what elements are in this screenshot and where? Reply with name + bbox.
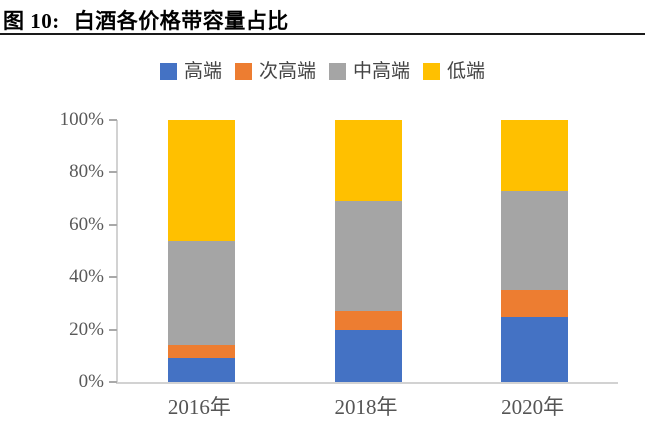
bar-segment bbox=[167, 120, 235, 241]
y-axis-label: 60% bbox=[69, 213, 104, 235]
bar-segment bbox=[334, 311, 402, 330]
legend-item: 低端 bbox=[423, 62, 485, 81]
legend-swatch bbox=[329, 63, 346, 80]
figure-title: 图 10: 白酒各价格带容量占比 bbox=[3, 5, 289, 35]
bar-segment bbox=[501, 190, 569, 291]
y-axis-tick bbox=[109, 171, 117, 174]
figure-title-text: 白酒各价格带容量占比 bbox=[73, 9, 289, 33]
legend-swatch bbox=[159, 63, 177, 80]
x-axis-label: 2018年 bbox=[334, 395, 398, 419]
bar-segment bbox=[167, 358, 235, 382]
y-axis-tick bbox=[109, 328, 117, 331]
legend-swatch bbox=[234, 63, 252, 80]
plot-area bbox=[109, 119, 618, 384]
legend-item: 中高端 bbox=[329, 62, 410, 81]
legend-label: 中高端 bbox=[353, 61, 411, 82]
bar bbox=[501, 120, 569, 382]
bar-segment bbox=[334, 120, 402, 202]
y-axis-tick bbox=[109, 276, 117, 279]
bar-segment bbox=[167, 345, 235, 359]
x-axis-label: 2020年 bbox=[501, 395, 565, 419]
y-axis-label: 80% bbox=[69, 161, 104, 183]
bar-segment bbox=[167, 240, 235, 346]
legend-label: 低端 bbox=[447, 61, 486, 82]
bar bbox=[334, 120, 402, 382]
y-axis-label: 20% bbox=[69, 318, 104, 340]
legend-label: 高端 bbox=[183, 61, 222, 82]
y-axis-label: 0% bbox=[78, 371, 104, 392]
bar-segment bbox=[501, 316, 569, 382]
figure-number: 图 10: bbox=[3, 9, 60, 33]
y-axis-tick bbox=[109, 381, 117, 383]
legend-item: 高端 bbox=[159, 61, 222, 82]
legend-item: 次高端 bbox=[234, 61, 316, 82]
y-axis-tick bbox=[109, 119, 117, 121]
x-axis-label: 2016年 bbox=[167, 395, 231, 419]
y-axis-label: 100% bbox=[59, 109, 104, 130]
bar-segment bbox=[334, 329, 402, 382]
legend-label: 次高端 bbox=[258, 61, 316, 82]
legend-swatch bbox=[423, 63, 441, 80]
y-axis-tick bbox=[109, 223, 117, 226]
bar-segment bbox=[501, 120, 569, 191]
title-divider bbox=[0, 33, 645, 35]
y-axis-label: 40% bbox=[69, 266, 104, 288]
bar-segment bbox=[501, 290, 569, 317]
bar-segment bbox=[334, 201, 402, 312]
bar bbox=[167, 120, 235, 382]
chart-legend: 高端 次高端 中高端 低端 bbox=[0, 62, 645, 81]
